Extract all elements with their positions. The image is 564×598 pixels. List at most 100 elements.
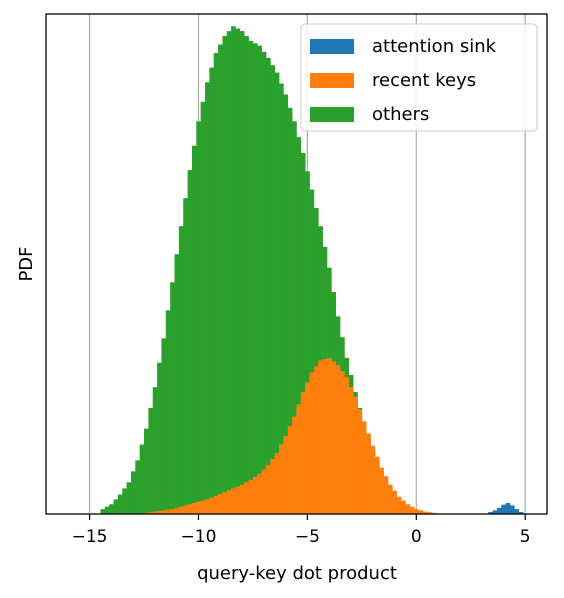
x-tick-label-3: 0 <box>411 527 422 547</box>
bar-others-17 <box>174 254 180 514</box>
bar-attention-sink-7 <box>518 512 524 514</box>
bar-others-8 <box>135 460 140 514</box>
bar-others-38 <box>266 57 271 515</box>
bar-recent-keys-36 <box>300 392 306 514</box>
x-tick-label-1: −10 <box>181 527 217 547</box>
bar-others-15 <box>165 310 171 514</box>
bar-recent-keys-24 <box>248 479 254 514</box>
bar-others-30 <box>231 26 236 514</box>
bar-others-3 <box>113 499 119 514</box>
bar-recent-keys-14 <box>205 499 210 514</box>
bar-recent-keys-55 <box>383 476 389 514</box>
legend-swatch-recent-keys <box>310 73 354 88</box>
bar-others-20 <box>187 170 193 514</box>
bar-attention-sink-5 <box>509 505 515 514</box>
x-tick-label-2: −5 <box>295 527 320 547</box>
bar-recent-keys-35 <box>296 404 302 514</box>
bar-others-34 <box>248 40 254 514</box>
bar-recent-keys-65 <box>427 512 432 514</box>
bar-others-42 <box>283 94 289 515</box>
bar-others-27 <box>218 44 223 515</box>
bar-others-22 <box>196 121 201 514</box>
bar-others-25 <box>209 67 215 514</box>
bar-recent-keys-51 <box>366 433 371 514</box>
bar-others-39 <box>270 65 276 514</box>
bar-recent-keys-18 <box>222 492 228 514</box>
bar-others-36 <box>257 45 262 515</box>
bar-attention-sink-1 <box>492 510 498 514</box>
bar-recent-keys-60 <box>405 504 411 514</box>
bar-recent-keys-50 <box>361 421 367 514</box>
bar-others-6 <box>126 482 132 514</box>
bar-attention-sink-6 <box>514 509 519 514</box>
bar-others-37 <box>261 51 267 515</box>
bar-others-26 <box>213 53 219 515</box>
x-axis-ticks: −15 −10 −5 0 5 <box>72 514 531 547</box>
bar-recent-keys-49 <box>357 409 363 514</box>
bar-recent-keys-12 <box>196 501 201 514</box>
bar-recent-keys-5 <box>165 509 171 514</box>
bar-recent-keys-42 <box>326 357 332 514</box>
series-attention-sink <box>488 503 524 514</box>
bar-recent-keys-4 <box>161 510 167 514</box>
bar-recent-keys-23 <box>244 482 249 514</box>
bar-others-5 <box>122 488 127 514</box>
bar-recent-keys-53 <box>374 456 380 514</box>
bar-others-31 <box>235 28 241 514</box>
bar-recent-keys-26 <box>257 473 262 514</box>
bar-recent-keys-1 <box>148 512 154 514</box>
bar-others-47 <box>305 171 310 514</box>
bar-recent-keys-62 <box>414 509 419 514</box>
bar-recent-keys-17 <box>218 493 223 514</box>
bar-recent-keys-31 <box>279 444 284 514</box>
bar-recent-keys-15 <box>209 497 215 514</box>
bar-recent-keys-37 <box>305 382 310 514</box>
bar-recent-keys-11 <box>191 503 197 514</box>
bar-recent-keys-57 <box>392 490 397 514</box>
bar-recent-keys-2 <box>152 511 158 514</box>
bar-recent-keys-58 <box>396 496 402 514</box>
legend-swatch-attention-sink <box>310 39 354 54</box>
bar-others-2 <box>109 504 114 514</box>
bar-others-41 <box>279 83 284 514</box>
bar-recent-keys-52 <box>370 445 376 514</box>
bar-recent-keys-20 <box>231 488 236 514</box>
bar-recent-keys-40 <box>318 360 323 514</box>
bar-others-14 <box>161 338 167 514</box>
x-axis-label: query-key dot product <box>197 563 397 584</box>
bar-recent-keys-30 <box>274 453 280 514</box>
bar-recent-keys-39 <box>313 366 319 514</box>
bar-recent-keys-27 <box>261 469 267 514</box>
bar-recent-keys-54 <box>379 467 384 514</box>
bar-others-7 <box>130 471 136 514</box>
bar-others-48 <box>309 189 315 515</box>
bar-others-18 <box>178 226 184 514</box>
bar-recent-keys-63 <box>418 510 424 514</box>
bar-others-32 <box>239 31 245 514</box>
bar-others-44 <box>292 121 297 514</box>
legend-box <box>300 23 538 132</box>
bar-recent-keys-22 <box>239 484 245 514</box>
bar-attention-sink-3 <box>501 504 506 514</box>
bar-recent-keys-10 <box>187 504 193 514</box>
series-recent-keys <box>144 357 437 514</box>
bar-others-33 <box>244 35 249 514</box>
bar-others-43 <box>287 107 293 514</box>
bar-recent-keys-56 <box>387 484 393 514</box>
legend-label-recent-keys: recent keys <box>372 70 476 91</box>
bar-others-11 <box>148 407 154 514</box>
bar-recent-keys-43 <box>331 361 337 514</box>
bar-recent-keys-13 <box>200 500 206 514</box>
bar-recent-keys-6 <box>170 509 175 514</box>
bar-recent-keys-19 <box>226 490 232 514</box>
histogram-bars <box>100 26 524 515</box>
y-axis-label: PDF <box>16 246 37 281</box>
bar-recent-keys-3 <box>157 510 162 514</box>
bar-recent-keys-25 <box>252 476 258 514</box>
bar-recent-keys-9 <box>183 505 188 514</box>
bar-recent-keys-33 <box>287 426 293 514</box>
bar-recent-keys-38 <box>309 372 315 514</box>
legend: attention sink recent keys others <box>300 23 538 132</box>
bar-others-9 <box>139 444 145 514</box>
